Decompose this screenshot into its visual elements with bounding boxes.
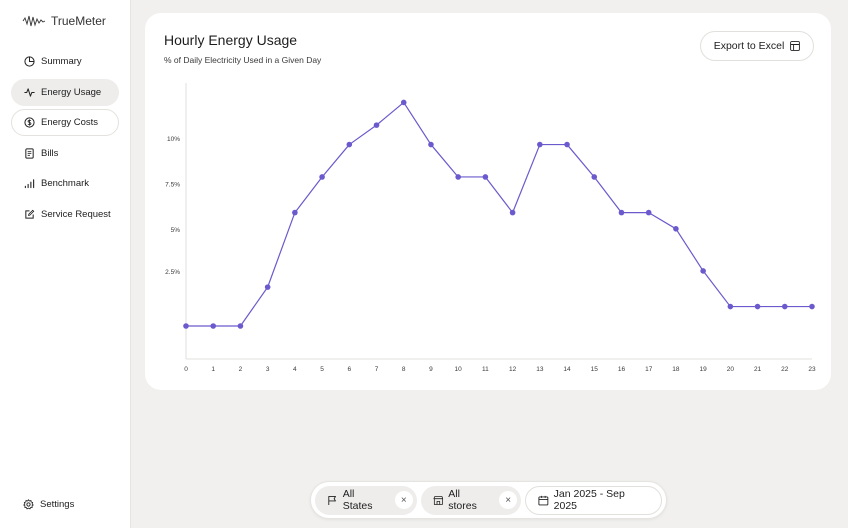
x-tick-label: 3	[266, 366, 270, 373]
state-filter-label: All States	[342, 488, 373, 512]
store-filter-chip[interactable]: All stores ×	[420, 485, 521, 515]
x-tick-label: 7	[375, 366, 379, 373]
hourly-usage-line-chart: 2.5%5%7.5%10%0 1 2 3 4 5 6 7 8 9 10 11 12 13 14 15 16 17 1…	[165, 83, 816, 373]
pie-chart-icon	[24, 56, 35, 67]
state-filter-chip[interactable]: All States ×	[315, 485, 417, 515]
y-tick-label: 5%	[171, 227, 181, 234]
data-point	[373, 122, 380, 128]
x-tick-label: 6	[347, 366, 351, 373]
x-tick-label: 2	[239, 366, 243, 373]
sidebar-item-energy-costs[interactable]: Energy Costs	[11, 109, 119, 136]
date-range-label: Jan 2025 - Sep 2025	[553, 488, 625, 512]
y-tick-label: 7.5%	[165, 181, 180, 188]
sidebar-item-benchmark[interactable]: Benchmark	[11, 170, 119, 197]
sidebar-item-label: Settings	[40, 499, 75, 510]
dollar-circle-icon	[24, 117, 35, 128]
data-point	[564, 141, 570, 148]
store-icon	[433, 495, 443, 505]
x-tick-label: 15	[591, 366, 599, 373]
x-tick-label: 8	[402, 366, 406, 373]
receipt-icon	[25, 147, 34, 159]
edit-ticket-icon	[25, 209, 35, 219]
x-tick-label: 0	[184, 366, 188, 373]
data-point	[618, 209, 625, 216]
bar-signal-icon	[24, 179, 35, 189]
sidebar-item-label: Energy Usage	[41, 86, 102, 98]
export-label: Export to Excel	[713, 40, 785, 52]
x-tick-label: 4	[293, 366, 297, 373]
data-point	[482, 174, 489, 180]
data-point	[292, 209, 298, 216]
data-point	[264, 284, 271, 290]
data-point	[237, 323, 244, 329]
filter-bar: All States × All stores × Jan 2025 - Sep…	[310, 481, 667, 519]
x-tick-label: 23	[808, 366, 816, 373]
gear-icon	[23, 499, 34, 510]
data-point	[781, 303, 788, 310]
x-tick-label: 13	[536, 366, 544, 373]
sidebar-item-label: Service Request	[41, 208, 111, 220]
x-tick-label: 17	[645, 366, 653, 373]
data-point	[591, 174, 598, 180]
sidebar-item-label: Summary	[41, 56, 82, 67]
data-point	[428, 141, 434, 148]
date-range-filter[interactable]: Jan 2025 - Sep 2025	[524, 485, 662, 515]
x-tick-label: 16	[618, 366, 626, 373]
x-tick-label: 12	[509, 366, 517, 373]
sidebar-nav: Summary Energy Usage Energy Costs Bills …	[11, 48, 119, 231]
clear-state-filter-icon[interactable]: ×	[394, 491, 413, 509]
brand-name: TrueMeter	[51, 14, 106, 28]
export-to-excel-button[interactable]: Export to Excel	[700, 31, 814, 61]
x-tick-label: 20	[727, 366, 735, 373]
y-tick-label: 10%	[167, 136, 180, 143]
data-point	[700, 268, 706, 274]
sidebar-item-settings[interactable]: Settings	[11, 491, 119, 518]
sidebar-item-label: Bills	[41, 147, 59, 159]
y-tick-label: 2.5%	[165, 269, 180, 276]
x-tick-label: 5	[320, 366, 324, 373]
brand[interactable]: TrueMeter	[22, 12, 106, 30]
x-tick-label: 18	[672, 366, 680, 373]
sidebar-item-summary[interactable]: Summary	[11, 48, 119, 75]
data-point	[346, 141, 353, 148]
sidebar-item-label: Benchmark	[41, 178, 90, 189]
clear-store-filter-icon[interactable]: ×	[499, 491, 517, 509]
x-tick-label: 22	[781, 366, 789, 373]
sidebar-item-bills[interactable]: Bills	[11, 140, 119, 167]
sidebar-item-label: Energy Costs	[41, 117, 99, 128]
x-tick-label: 9	[429, 366, 433, 373]
data-point	[210, 323, 217, 329]
calendar-icon	[538, 495, 549, 505]
chart-title: Hourly Energy Usage	[164, 32, 298, 48]
data-point	[673, 226, 679, 232]
data-point	[809, 303, 815, 310]
chart-subtitle: % of Daily Electricity Used in a Given D…	[164, 55, 322, 65]
data-point	[400, 99, 407, 106]
flag-icon	[328, 495, 336, 505]
data-point	[183, 323, 189, 329]
table-icon	[790, 41, 801, 51]
waveform-logo-icon	[22, 15, 46, 27]
x-tick-label: 11	[482, 366, 489, 373]
energy-usage-card: Hourly Energy Usage % of Daily Electrici…	[145, 13, 831, 390]
data-point	[537, 141, 543, 148]
data-point	[754, 303, 761, 310]
sidebar-item-service-request[interactable]: Service Request	[11, 201, 119, 228]
sidebar-item-energy-usage[interactable]: Energy Usage	[11, 78, 119, 106]
data-point	[727, 303, 734, 310]
x-tick-label: 19	[700, 366, 708, 373]
data-point	[455, 174, 461, 180]
activity-icon	[24, 87, 35, 97]
x-tick-label: 21	[754, 366, 762, 373]
data-point	[645, 209, 652, 216]
data-point	[319, 174, 325, 180]
x-tick-label: 10	[455, 366, 463, 373]
data-point	[509, 209, 516, 216]
x-tick-label: 14	[563, 366, 571, 373]
series-line	[186, 101, 812, 327]
x-tick-label: 1	[211, 366, 215, 373]
store-filter-label: All stores	[448, 488, 477, 512]
sidebar: TrueMeter Summary Energy Usage Energy Co…	[0, 0, 131, 528]
